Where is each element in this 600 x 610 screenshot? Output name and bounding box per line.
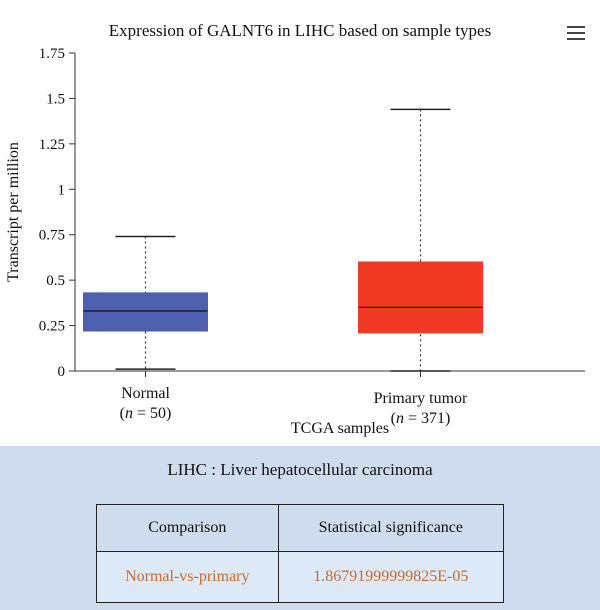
y-tick-label: 0	[58, 364, 66, 380]
y-tick-label: 0.75	[39, 228, 65, 244]
x-tick-label: Normal	[121, 385, 170, 402]
chart-area: Expression of GALNT6 in LIHC based on sa…	[5, 21, 587, 437]
y-tick-label: 1.25	[39, 137, 65, 153]
significance-cell: 1.86791999999825E-05	[277, 551, 505, 603]
x-tick-label: Primary tumor	[374, 390, 468, 407]
hamburger-menu-icon[interactable]	[567, 24, 587, 40]
box-body	[83, 292, 208, 332]
sample-count-label: (n = 50)	[120, 405, 172, 422]
y-tick-label: 0.25	[39, 319, 65, 335]
x-axis-label: TCGA samples	[291, 420, 389, 437]
summary-panel: LIHC : Liver hepatocellular carcinoma Co…	[0, 446, 600, 610]
sample-count-label: (n = 371)	[391, 410, 451, 427]
y-tick-label: 1.75	[39, 46, 65, 62]
column-header-significance: Statistical significance	[277, 504, 505, 552]
cancer-subtitle: LIHC : Liver hepatocellular carcinoma	[167, 460, 433, 479]
table-row: Normal-vs-primary 1.86791999999825E-05	[96, 551, 505, 603]
y-axis-label: Transcript per million	[5, 142, 22, 282]
chart-title: Expression of GALNT6 in LIHC based on sa…	[109, 21, 491, 40]
y-tick-label: 0.5	[46, 273, 65, 289]
column-header-comparison: Comparison	[96, 504, 279, 552]
table-header-row: Comparison Statistical significance	[96, 504, 505, 552]
comparison-cell: Normal-vs-primary	[96, 551, 279, 603]
box-plot: Expression of GALNT6 in LIHC based on sa…	[5, 21, 585, 437]
y-tick-label: 1.5	[46, 91, 65, 107]
statistics-table: Comparison Statistical significance Norm…	[96, 504, 505, 603]
y-tick-label: 1	[58, 182, 66, 198]
box-body	[358, 261, 483, 334]
